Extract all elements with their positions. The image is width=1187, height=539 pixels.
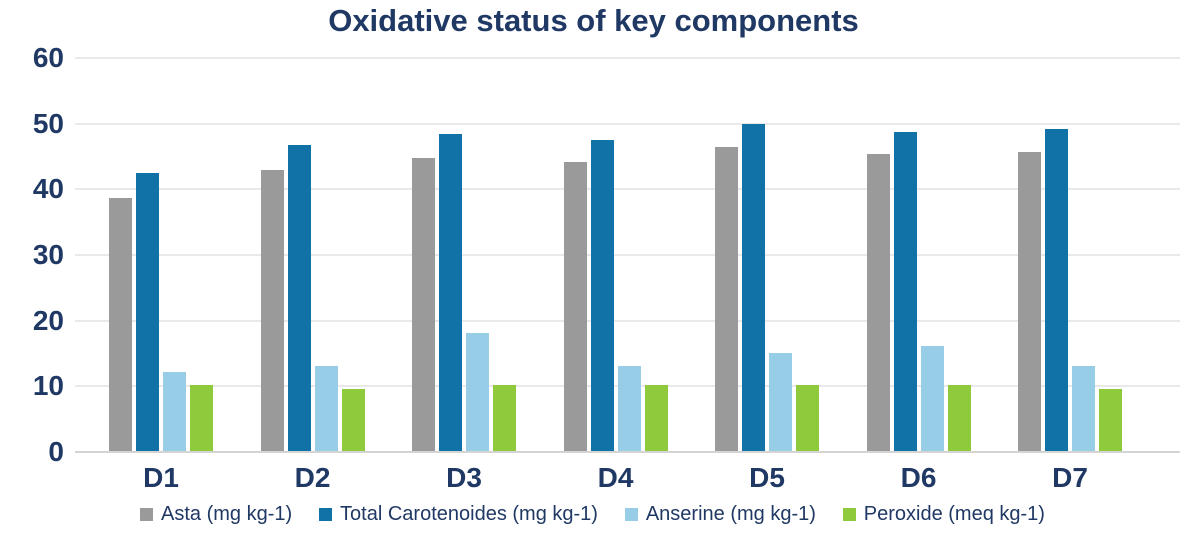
x-tick-label-d1: D1 [143, 462, 179, 493]
bar-d4-total [590, 139, 614, 451]
legend-swatch-total [319, 507, 333, 521]
bar-group-d6 [866, 58, 971, 451]
x-tick-label-d3: D3 [446, 462, 482, 493]
bar-group-d5 [715, 58, 819, 451]
legend-swatch-peroxide [842, 507, 856, 521]
bar-d1-asta [109, 198, 132, 451]
bar-d6-asta [866, 154, 890, 451]
x-tick-label-d6: D6 [900, 462, 937, 493]
bar-d3-asta [412, 158, 435, 451]
y-tick-label-0: 0 [48, 436, 64, 467]
legend-swatch-anserine [624, 507, 638, 521]
bar-d7-total [1045, 129, 1068, 451]
bar-d7-anserine [1072, 365, 1095, 451]
bar-d5-peroxide [796, 385, 819, 451]
bar-group-d2 [260, 58, 365, 451]
bar-group-d7 [1018, 58, 1122, 451]
bar-d3-anserine [466, 332, 489, 451]
bar-d5-asta [715, 146, 738, 451]
y-tick-label-30: 30 [32, 239, 64, 270]
gridline-20 [75, 319, 1180, 322]
bar-d7-asta [1018, 151, 1041, 451]
y-tick-label-20: 20 [32, 304, 64, 336]
bar-d2-anserine [314, 365, 338, 451]
bar-d1-peroxide [190, 385, 213, 451]
bar-d2-total [287, 145, 311, 451]
bar-d6-total [893, 131, 917, 451]
bar-d5-total [742, 123, 765, 451]
gridline-60 [75, 57, 1180, 59]
legend-label-anserine: Anserine (mg kg-1) [645, 503, 816, 525]
bar-d2-asta [260, 169, 284, 451]
bar-groups [109, 58, 1122, 451]
x-tick-label-d4: D4 [597, 462, 634, 493]
legend-item-anserine: Anserine (mg kg-1) [624, 502, 816, 526]
bar-d1-anserine [163, 372, 186, 451]
legend-label-asta: Asta (mg kg-1) [161, 503, 293, 525]
y-tick-label-50: 50 [32, 107, 64, 139]
plot-area [75, 57, 1180, 453]
gridline-0 [75, 451, 1180, 453]
legend-label-peroxide: Peroxide (meq kg-1) [863, 503, 1045, 525]
y-tick-label-60: 60 [32, 42, 64, 73]
y-tick-label-10: 10 [32, 370, 64, 402]
bar-d3-peroxide [493, 385, 516, 451]
bar-group-d3 [412, 58, 516, 451]
legend-label-total: Total Carotenoides (mg kg-1) [340, 503, 598, 525]
legend-item-peroxide: Peroxide (meq kg-1) [842, 502, 1045, 526]
x-tick-label-d2: D2 [294, 462, 331, 493]
bar-d4-peroxide [644, 385, 668, 451]
bar-d6-peroxide [947, 385, 971, 451]
bar-group-d4 [563, 58, 668, 451]
bar-group-d1 [109, 58, 213, 451]
legend-item-asta: Asta (mg kg-1) [140, 502, 292, 526]
gridline-50 [75, 122, 1180, 125]
bar-d4-asta [563, 162, 587, 451]
x-axis-labels: D1 D2 D3 D4 D5 D6 D7 [109, 462, 1122, 496]
bar-d5-anserine [769, 352, 792, 451]
legend-swatch-asta [140, 507, 153, 521]
legend: Asta (mg kg-1) Total Carotenoides (mg kg-… [140, 498, 1045, 530]
gridline-40 [75, 188, 1180, 191]
bar-d1-total [136, 172, 159, 451]
bar-d6-anserine [920, 345, 944, 451]
bar-d2-peroxide [341, 388, 365, 451]
bar-d3-total [439, 133, 462, 451]
gridline-30 [75, 254, 1180, 256]
bar-d4-anserine [617, 365, 641, 451]
chart-title: Oxidative status of key components [328, 3, 859, 38]
x-tick-label-d5: D5 [749, 462, 785, 493]
x-tick-label-d7: D7 [1052, 462, 1088, 493]
legend-item-total: Total Carotenoides (mg kg-1) [319, 502, 598, 526]
bar-d7-peroxide [1099, 388, 1122, 451]
y-tick-label-40: 40 [32, 173, 64, 205]
